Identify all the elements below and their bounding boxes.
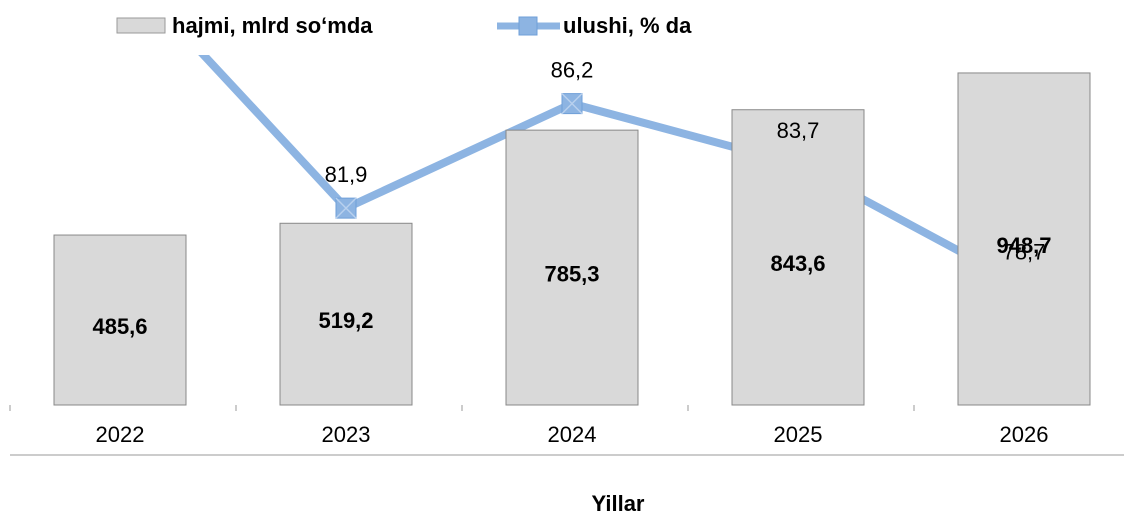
- bar: [731, 109, 865, 406]
- line-label: 83,7: [777, 118, 820, 143]
- bar-label: 485,6: [92, 314, 147, 339]
- bar-label: 948,7: [996, 233, 1051, 258]
- legend-label: hajmi, mlrd so‘mda: [172, 13, 373, 38]
- x-axis-title: Yillar: [592, 491, 645, 515]
- marker-cross: [561, 93, 583, 115]
- x-tick-label: 2026: [1000, 422, 1049, 447]
- x-tick-label: 2025: [774, 422, 823, 447]
- marker: [561, 93, 583, 115]
- marker-cross: [335, 197, 357, 219]
- legend-marker: [518, 16, 538, 36]
- line-label: 86,2: [551, 57, 594, 82]
- line-label: 81,9: [325, 162, 368, 187]
- legend: hajmi, mlrd so‘mda ulushi, % da: [116, 13, 692, 38]
- legend-label: ulushi, % da: [563, 13, 692, 38]
- bar-label: 843,6: [770, 251, 825, 276]
- x-tick-label: 2023: [322, 422, 371, 447]
- marker: [335, 197, 357, 219]
- bar: [957, 72, 1091, 406]
- line-label: 78,7: [1003, 240, 1046, 265]
- bar: [53, 234, 187, 406]
- legend-swatch: [116, 17, 166, 34]
- bar-label: 785,3: [544, 261, 599, 286]
- bar: [279, 222, 413, 406]
- x-tick-label: 2022: [96, 422, 145, 447]
- bar-label: 519,2: [318, 308, 373, 333]
- bar: [505, 129, 639, 406]
- x-tick-label: 2024: [548, 422, 597, 447]
